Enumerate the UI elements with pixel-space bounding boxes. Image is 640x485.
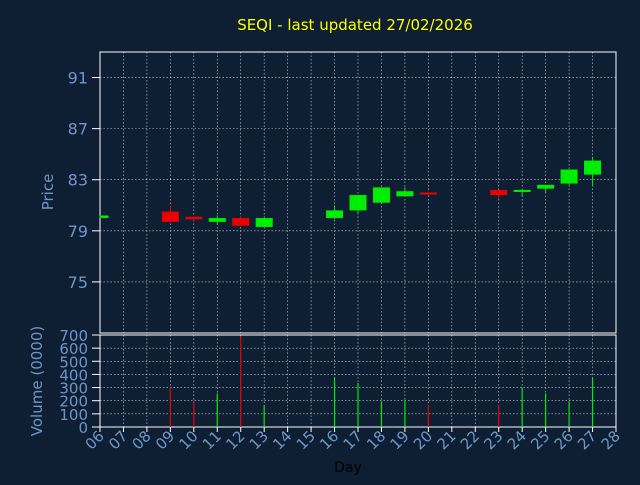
price-axis-label: Price: [39, 174, 57, 211]
candle-body: [100, 215, 109, 219]
candle-body: [513, 189, 531, 192]
candle-body: [490, 189, 508, 196]
candle-body: [232, 218, 250, 226]
candle-body: [584, 160, 602, 175]
candle-body: [560, 169, 578, 184]
x-axis-label: Day: [334, 460, 362, 476]
volume-tick-label: 600: [59, 340, 88, 358]
volume-tick-label: 500: [59, 353, 88, 371]
x-tick-label: 12: [222, 427, 248, 453]
x-tick-label: 14: [269, 427, 295, 453]
candle-body: [396, 191, 414, 197]
x-tick-label: 21: [433, 427, 459, 453]
candle-body: [208, 218, 226, 222]
volume-tick-label: 700: [59, 327, 88, 345]
x-tick-label: 22: [457, 427, 483, 453]
volume-tick-label: 300: [59, 380, 88, 398]
x-tick-label: 17: [340, 427, 366, 453]
x-tick-label: 25: [527, 427, 553, 453]
volume-tick-label: 0: [78, 419, 88, 437]
x-tick-label: 09: [152, 427, 178, 453]
volume-tick-label: 100: [59, 406, 88, 424]
x-tick-label: 19: [387, 427, 413, 453]
volume-axis-label: Volume (0000): [28, 326, 46, 436]
x-tick-label: 23: [480, 427, 506, 453]
x-tick-label: 15: [293, 427, 319, 453]
price-tick-label: 83: [68, 171, 88, 190]
candle-body: [255, 218, 273, 227]
price-tick-label: 79: [68, 222, 88, 241]
candle-body: [161, 211, 179, 222]
x-tick-label: 27: [574, 427, 600, 453]
candle-body: [537, 184, 555, 189]
x-tick-label: 20: [410, 427, 436, 453]
x-tick-label: 16: [316, 427, 342, 453]
candle-body: [419, 192, 437, 195]
x-tick-label: 28: [598, 427, 624, 453]
x-tick-label: 07: [105, 427, 131, 453]
x-tick-labels: 0607080910111213141516171819202122232425…: [82, 427, 624, 453]
x-tick-label: 11: [199, 427, 225, 453]
price-tick-label: 91: [68, 69, 88, 88]
price-tick-label: 87: [68, 120, 88, 139]
x-tick-label: 10: [175, 427, 201, 453]
candle-body: [349, 195, 367, 211]
x-tick-label: 24: [504, 427, 530, 453]
candle-body: [372, 187, 390, 203]
volume-tick-label: 400: [59, 366, 88, 384]
candle-body: [326, 210, 344, 219]
candle-body: [185, 216, 203, 220]
volume-tick-label: 200: [59, 393, 88, 411]
x-tick-label: 08: [129, 427, 155, 453]
chart-title: SEQI - last updated 27/02/2026: [237, 16, 473, 34]
price-plot-border: [99, 51, 617, 334]
x-tick-label: 13: [246, 427, 272, 453]
price-tick-label: 75: [68, 273, 88, 292]
x-tick-label: 18: [363, 427, 389, 453]
x-tick-label: 26: [551, 427, 577, 453]
price-panel: 75 79 83 87 91: [68, 51, 617, 334]
